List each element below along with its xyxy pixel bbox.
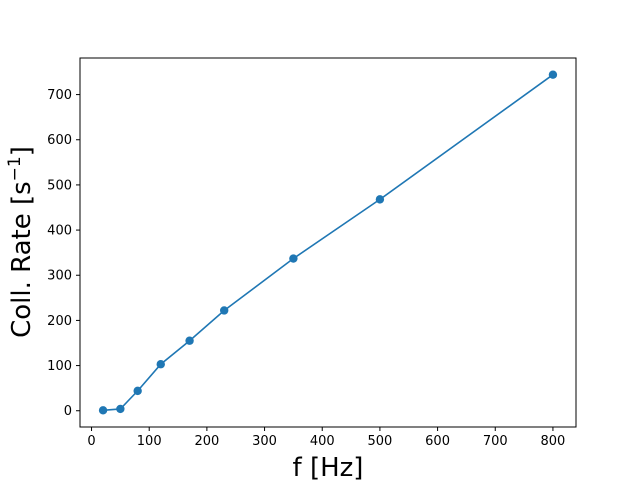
y-tick-label: 300 <box>47 269 72 284</box>
plot-marks <box>98 70 558 415</box>
data-point <box>289 254 298 263</box>
x-tick-label: 0 <box>87 434 95 449</box>
x-tick-label: 100 <box>137 434 162 449</box>
y-axis-label-exponent: −1 <box>5 156 25 181</box>
data-point <box>98 406 108 415</box>
data-point <box>156 360 165 369</box>
x-tick-label: 700 <box>483 434 508 449</box>
data-point <box>219 306 229 315</box>
data-point <box>133 386 142 396</box>
y-tick-label: 600 <box>47 133 72 148</box>
y-axis-label-base: Coll. Rate [s <box>7 181 37 338</box>
y-tick-label: 200 <box>47 314 72 329</box>
y-tick-label: 0 <box>64 404 72 419</box>
plot-frame <box>79 57 577 428</box>
data-point <box>116 404 125 414</box>
x-axis-label: f [Hz] <box>293 453 364 480</box>
y-axis-ticks: 0 100 200 300 400 500 600 700 <box>47 88 80 419</box>
x-tick-label: 300 <box>252 434 277 449</box>
y-axis-label-end: ] <box>7 146 37 156</box>
x-tick-label: 500 <box>367 434 392 449</box>
data-point <box>375 195 385 204</box>
data-point <box>548 70 558 79</box>
x-tick-label: 600 <box>425 434 450 449</box>
y-tick-label: 500 <box>47 178 72 193</box>
y-tick-label: 100 <box>47 359 72 374</box>
x-tick-label: 400 <box>310 434 335 449</box>
y-tick-label: 400 <box>47 224 72 239</box>
x-tick-label: 800 <box>541 434 566 449</box>
data-point <box>185 336 194 345</box>
y-tick-label: 700 <box>47 88 72 103</box>
x-axis-ticks: 0 100 200 300 400 500 600 700 800 <box>87 427 565 449</box>
x-tick-label: 200 <box>194 434 219 449</box>
y-axis-label: Coll. Rate [s−1] <box>5 146 37 338</box>
